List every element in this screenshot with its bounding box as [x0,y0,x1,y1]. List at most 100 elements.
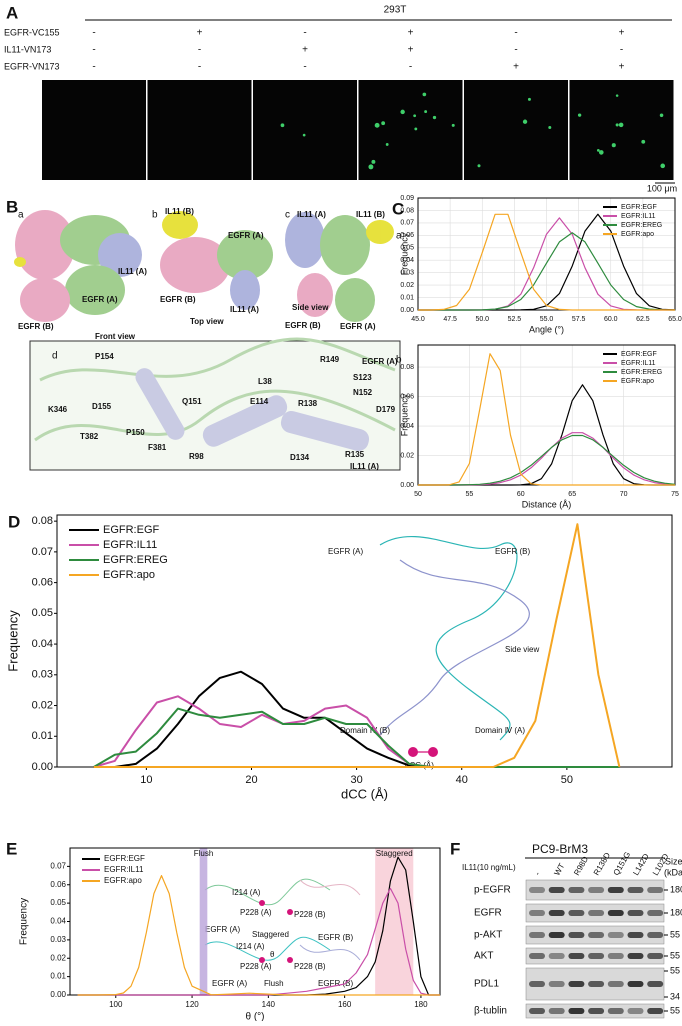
legend-label: EGFR:apo [621,231,654,238]
annotation: θ [270,950,275,959]
x-tick-label: 50.0 [475,316,489,323]
y-tick-label: 0.03 [50,935,66,944]
x-tick-label: 65 [568,491,576,498]
blot-band [627,910,644,916]
y-tick-label: 0.04 [50,917,66,926]
blot-title: PC9-BrM3 [532,842,588,856]
fluorescent-dot [414,127,418,131]
view-caption: Front view [95,332,136,341]
y-tick-label: 0.01 [400,294,414,301]
fluorescent-dot [577,113,582,117]
legend-label: EGFR:apo [103,569,155,581]
y-tick-label: 0.05 [400,245,414,252]
view-label: EGFR (A) [82,295,118,304]
series-line [93,670,620,768]
residue-label: R138 [298,399,318,408]
series-line [418,213,675,311]
blot-band [627,953,644,959]
detail-view [29,337,401,471]
blot-band [588,1008,605,1014]
residue-label: EGFR (A) [362,357,398,366]
y-tick-label: 0.02 [32,699,53,711]
y-axis-label: Frequency [399,393,409,436]
residue-label: F381 [148,443,167,452]
legend-label: EGFR:IL11 [104,865,144,874]
blot-band [529,910,545,916]
panel-label: E [6,839,17,858]
blot-band [607,887,624,893]
series-line [418,434,676,486]
residue-label: K346 [48,405,68,414]
panel-label: B [6,197,18,216]
blot-band [568,932,585,938]
row-mark: - [514,28,517,39]
y-tick-label: 0.06 [400,232,414,239]
x-tick-label: 47.5 [443,316,457,323]
blot-band [548,887,565,893]
blot-row-label: EGFR [474,908,502,919]
series-line [93,707,620,768]
legend-label: EGFR:IL11 [621,213,656,220]
residue-label: D179 [376,405,396,414]
residue-label: E114 [250,397,269,406]
legend-label: EGFR:EGF [621,204,657,211]
panel-title: 293T [384,5,407,16]
row-label: EGFR-VC155 [4,27,60,37]
y-tick-label: 0.04 [400,423,414,430]
y-tick-label: 0.05 [32,607,53,619]
size-label: 55 [670,965,680,975]
view-label: IL11 (A) [118,267,147,276]
view-caption: Side view [292,303,329,312]
sub-panel-letter: b [396,355,402,366]
series-line [77,887,440,996]
residue-label: D155 [92,402,112,411]
x-tick-label: 62.5 [636,316,650,323]
annotation: EGFR (B) [318,979,353,988]
y-tick-label: 0.03 [32,669,53,681]
annotation: EGFR (A) [205,925,240,934]
blot-row-label: p-EGFR [474,885,511,896]
size-label: 55 [670,929,680,939]
fluorescent-dot [615,94,619,97]
x-tick-label: 50 [561,774,573,786]
fluorescent-dot [596,149,600,152]
blot-band [529,953,545,959]
row-label: EGFR-VN173 [4,61,60,71]
x-tick-label: 120 [185,1000,199,1009]
row-mark: - [92,45,95,56]
legend-label: EGFR:EGF [621,351,657,358]
row-mark: - [514,45,517,56]
legend-label: EGFR:IL11 [103,539,157,551]
y-tick-label: 0.09 [400,195,414,202]
x-tick-label: 50 [414,491,422,498]
x-tick-label: 45.0 [411,316,425,323]
fluorescent-dot [615,123,619,127]
panel-label: F [450,839,460,858]
blot-band [627,1008,644,1014]
y-tick-label: 0.02 [400,282,414,289]
blot-band [568,981,585,987]
annotation: Side view [505,645,539,654]
view-label: IL11 (B) [165,207,194,216]
annotation: Domain Ⅳ (B) [340,726,390,735]
y-tick-label: 0.00 [400,482,414,489]
y-tick-label: 0.06 [32,577,53,589]
band-label: Flush [194,849,214,858]
blot-band [588,932,605,938]
lane-label: Q151G [612,850,633,877]
blot-band [607,981,624,987]
y-tick-label: 0.01 [32,730,53,742]
y-tick-label: 0.04 [400,257,414,264]
blot-band [607,953,624,959]
row-mark: + [197,28,203,39]
lane-label: - [533,870,542,877]
scale-bar-label: 100 μm [647,183,677,193]
blot-band [548,932,565,938]
view-letter: c [285,210,290,221]
x-axis-label: Angle (°) [529,324,564,334]
series-line [418,432,676,486]
row-mark: - [620,45,623,56]
x-tick-label: 160 [338,1000,352,1009]
fluorescent-dot [374,122,380,128]
fluorescent-dot [477,164,481,168]
